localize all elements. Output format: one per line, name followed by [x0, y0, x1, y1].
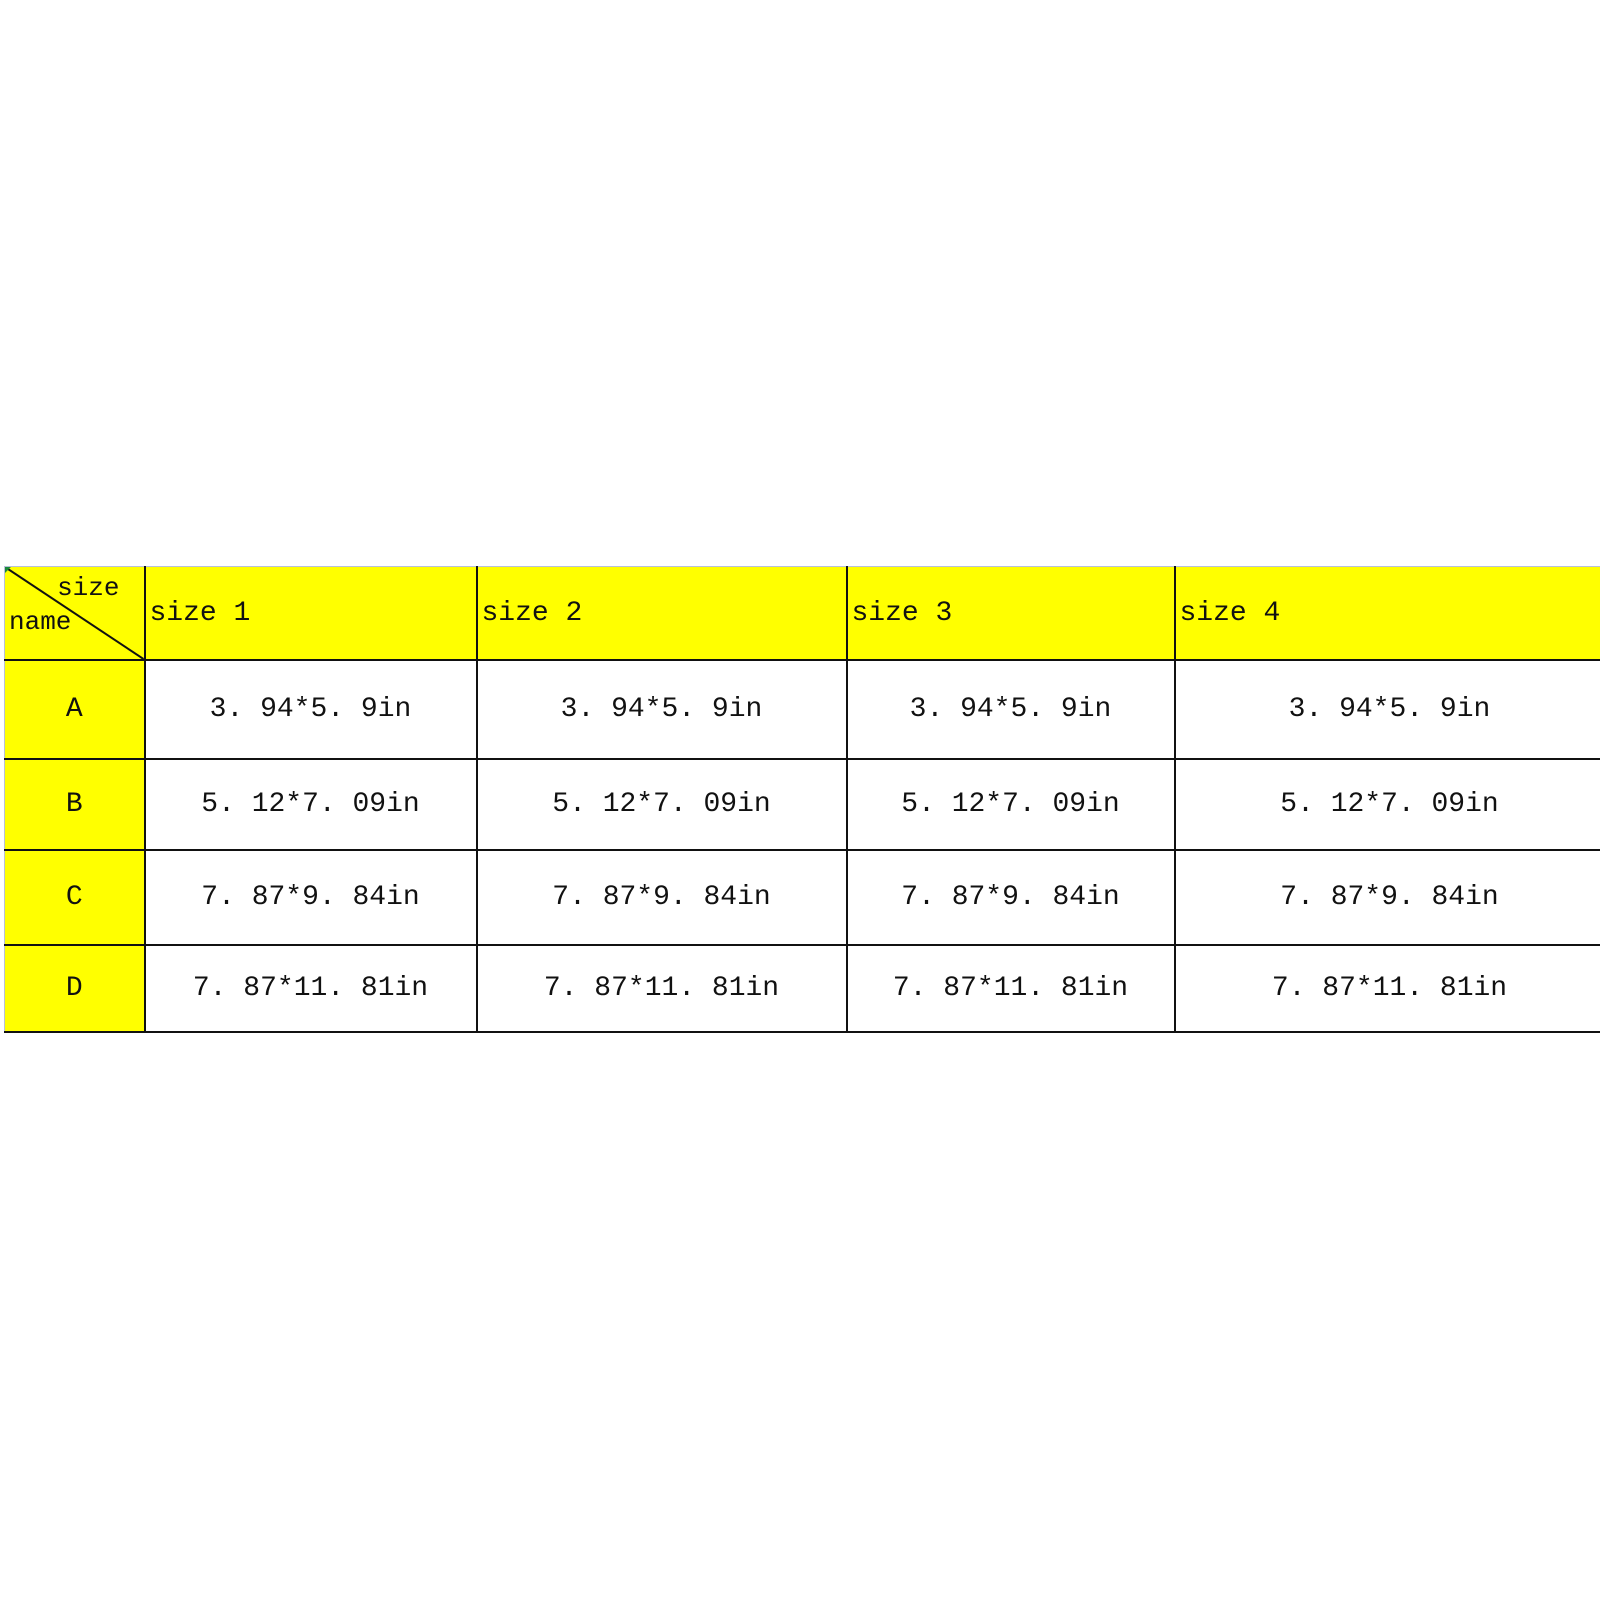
- table-cell: 5. 12*7. 09in: [475, 758, 848, 851]
- table-cell: 7. 87*9. 84in: [1173, 849, 1600, 946]
- row-name: D: [4, 944, 146, 1033]
- column-header: size 3: [845, 566, 1176, 661]
- table-cell: 5. 12*7. 09in: [1173, 758, 1600, 851]
- column-header: size 2: [475, 566, 848, 661]
- header-row: size name size 1 size 2 size 3 size 4: [4, 566, 1600, 661]
- table-cell: 7. 87*11. 81in: [475, 944, 848, 1033]
- corner-cell: size name: [4, 566, 146, 661]
- corner-top-label: size: [57, 573, 120, 603]
- table-row: A 3. 94*5. 9in 3. 94*5. 9in 3. 94*5. 9in…: [4, 659, 1600, 760]
- table-cell: 5. 12*7. 09in: [143, 758, 478, 851]
- table-cell: 7. 87*11. 81in: [1173, 944, 1600, 1033]
- row-name: A: [4, 659, 146, 760]
- table-cell: 7. 87*11. 81in: [143, 944, 478, 1033]
- row-name: C: [4, 849, 146, 946]
- table-cell: 3. 94*5. 9in: [475, 659, 848, 760]
- diagonal-divider: [5, 567, 144, 659]
- row-name: B: [4, 758, 146, 851]
- corner-bottom-label: name: [9, 607, 72, 637]
- table-cell: 7. 87*9. 84in: [143, 849, 478, 946]
- table-cell: 3. 94*5. 9in: [143, 659, 478, 760]
- column-header: size 1: [143, 566, 478, 661]
- table-cell: 5. 12*7. 09in: [845, 758, 1176, 851]
- table-row: C 7. 87*9. 84in 7. 87*9. 84in 7. 87*9. 8…: [4, 849, 1600, 946]
- table-cell: 3. 94*5. 9in: [1173, 659, 1600, 760]
- table-row: D 7. 87*11. 81in 7. 87*11. 81in 7. 87*11…: [4, 944, 1600, 1033]
- column-header: size 4: [1173, 566, 1600, 661]
- table-cell: 3. 94*5. 9in: [845, 659, 1176, 760]
- table-row: B 5. 12*7. 09in 5. 12*7. 09in 5. 12*7. 0…: [4, 758, 1600, 851]
- size-table: size name size 1 size 2 size 3 size 4 A …: [4, 566, 1600, 1033]
- table-cell: 7. 87*9. 84in: [475, 849, 848, 946]
- table-cell: 7. 87*11. 81in: [845, 944, 1176, 1033]
- table-cell: 7. 87*9. 84in: [845, 849, 1176, 946]
